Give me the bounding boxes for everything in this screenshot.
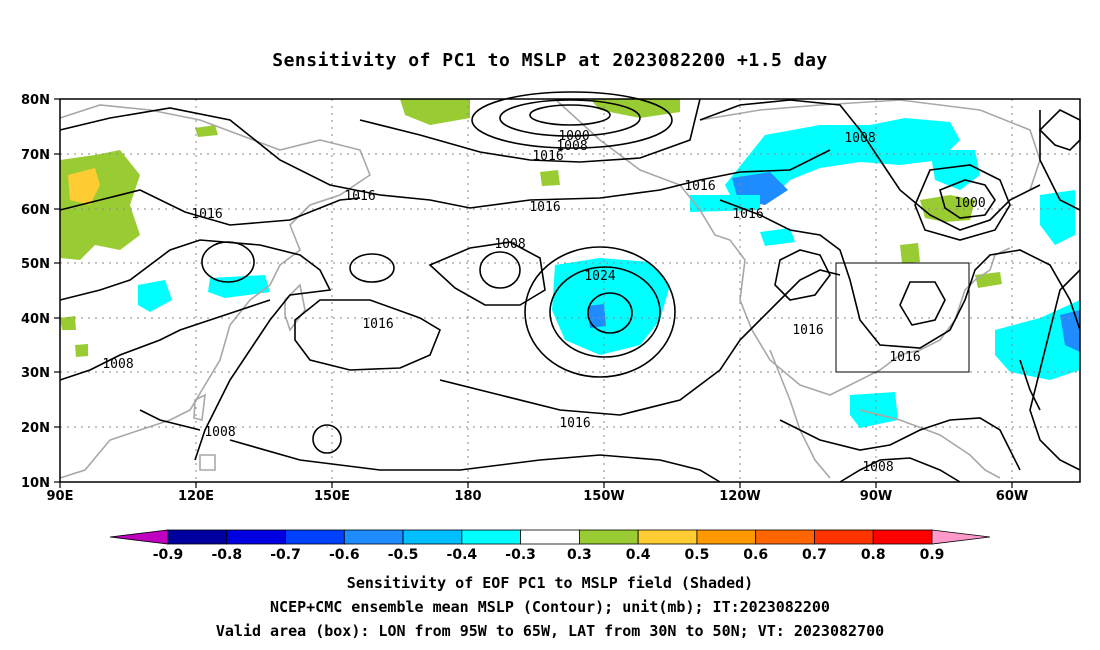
shade-positive [540, 170, 560, 186]
colorbar-min-arrow [109, 529, 169, 545]
colorbar-label: -0.8 [211, 547, 242, 563]
contour-label: 1024 [584, 269, 615, 284]
caption-valid-area: Valid area (box): LON from 95W to 65W, L… [215, 622, 885, 640]
contour-label: 1016 [529, 200, 560, 215]
contour-label: 1008 [494, 237, 525, 252]
colorbar-label: -0.5 [388, 547, 419, 563]
lon-label: 150E [314, 489, 350, 504]
colorbar-label: 0.6 [743, 547, 768, 563]
mslp-contours [59, 91, 1081, 483]
shade-negative [995, 300, 1080, 380]
colorbar-swatch [814, 529, 874, 545]
colorbar-label: -0.6 [329, 547, 360, 563]
contour-label: 1016 [732, 207, 763, 222]
caption-contour: NCEP+CMC ensemble mean MSLP (Contour); u… [270, 598, 830, 616]
contour-label: 1016 [792, 323, 823, 338]
lat-label: 70N [21, 148, 50, 163]
colorbar-label: -0.3 [505, 547, 536, 563]
contour-label: 1008 [862, 460, 893, 475]
contour-label: 1016 [532, 149, 563, 164]
shade-negative [760, 228, 795, 246]
colorbar-label: -0.9 [153, 547, 184, 563]
shade-positive [400, 99, 470, 125]
contour-label: 1008 [844, 131, 875, 146]
contour-label: 1008 [556, 139, 587, 154]
shade-negative [725, 118, 960, 205]
colorbar-label: -0.7 [270, 547, 301, 563]
contour-label: 1016 [362, 317, 393, 332]
lat-label: 50N [21, 257, 50, 272]
colorbar-swatch [461, 529, 522, 545]
lon-label: 90E [47, 489, 74, 504]
shade-negative [138, 280, 172, 312]
colorbar-label: 0.3 [567, 547, 592, 563]
colorbar-swatch [520, 529, 580, 545]
shade-negative-strong [588, 304, 606, 328]
longitude-labels: 90E 120E 150E 180 150W 120W 90W 60W [47, 489, 1029, 504]
contour-label: 1016 [684, 179, 715, 194]
colorbar-swatch [343, 529, 404, 545]
colorbar-swatch [755, 529, 815, 545]
shade-negative [208, 275, 270, 298]
lon-label: 60W [996, 489, 1028, 504]
lon-label: 120W [719, 489, 760, 504]
lat-label: 20N [21, 421, 50, 436]
shade-negative-strong [1060, 310, 1080, 352]
shade-negative [850, 392, 898, 428]
colorbar-swatch [285, 529, 345, 545]
colorbar-label: 0.5 [685, 547, 710, 563]
colorbar-swatch [402, 529, 463, 545]
lon-label: 180 [454, 489, 481, 504]
colorbar-label: 0.4 [626, 547, 651, 563]
colorbar-swatch [167, 529, 228, 545]
contour-label: 1008 [204, 425, 235, 440]
contour-label: 1016 [344, 189, 375, 204]
colorbar-swatch [696, 529, 757, 545]
colorbar: -0.9 -0.8 -0.7 -0.6 -0.5 -0.4 -0.3 0.3 0.4 0.5 0.6… [109, 529, 991, 563]
lat-label: 40N [21, 312, 50, 327]
lat-label: 30N [21, 366, 50, 381]
caption-shading: Sensitivity of EOF PC1 to MSLP field (Sh… [346, 574, 754, 592]
contour-label: 1016 [191, 207, 222, 222]
colorbar-swatch [637, 529, 698, 545]
contour-labels: 1000 1008 1016 1016 1016 1016 1016 1008 … [102, 129, 985, 475]
lat-label: 80N [21, 93, 50, 108]
shade-positive-strong [68, 168, 100, 205]
contour-label: 1008 [102, 357, 133, 372]
contour-label: 1016 [889, 350, 920, 365]
lon-label: 120E [178, 489, 214, 504]
colorbar-max-arrow [931, 529, 991, 545]
contour-label: 1000 [954, 196, 985, 211]
lon-label: 90W [860, 489, 892, 504]
shade-positive [900, 243, 920, 263]
shade-positive [195, 125, 218, 137]
lon-label: 150W [583, 489, 624, 504]
coastlines [59, 98, 1041, 479]
shade-positive [75, 344, 88, 357]
axis-ticks [54, 98, 1013, 488]
contour-label: 1016 [559, 416, 590, 431]
colorbar-label: 0.9 [920, 547, 945, 563]
shade-negative [552, 258, 670, 355]
valid-area-box [835, 262, 970, 373]
latitude-labels: 80N 70N 60N 50N 40N 30N 20N 10N [21, 93, 50, 491]
colorbar-label: -0.4 [447, 547, 478, 563]
shade-positive [920, 195, 975, 222]
shade-positive [60, 150, 140, 260]
colorbar-swatch [578, 529, 639, 545]
colorbar-swatch [872, 529, 933, 545]
lat-label: 60N [21, 203, 50, 218]
shade-positive [60, 316, 76, 330]
graticule [60, 99, 1080, 482]
colorbar-label: 0.7 [802, 547, 827, 563]
map-plot-area: 1000 1008 1016 1016 1016 1016 1016 1008 … [59, 91, 1081, 483]
map-title: Sensitivity of PC1 to MSLP at 2023082200… [272, 50, 828, 71]
colorbar-label: 0.8 [861, 547, 886, 563]
lat-label: 10N [21, 476, 50, 491]
colorbar-swatch [226, 529, 286, 545]
contour-label: 1000 [558, 129, 589, 144]
